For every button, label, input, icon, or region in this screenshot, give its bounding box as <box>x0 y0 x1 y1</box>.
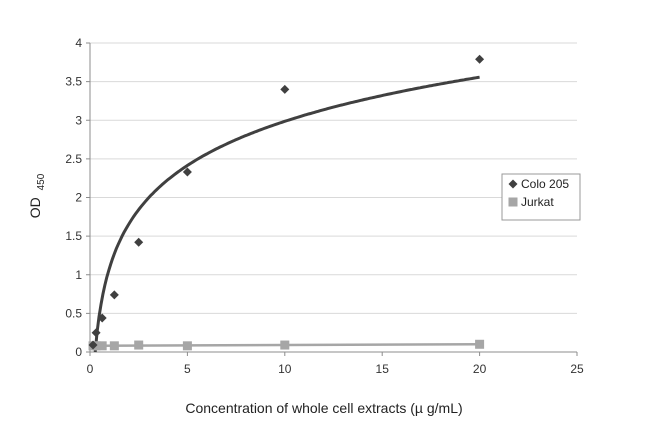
data-point-colo-205 <box>109 290 119 300</box>
data-point-colo-205 <box>182 167 192 177</box>
x-tick-label: 0 <box>87 362 94 376</box>
y-axis-title-main: OD <box>27 197 43 218</box>
x-tick-label: 25 <box>570 362 584 376</box>
x-tick-label: 15 <box>376 362 390 376</box>
y-tick-label: 0 <box>75 345 82 359</box>
legend-label-jurkat: Jurkat <box>521 195 554 209</box>
data-markers <box>88 54 485 351</box>
y-tick-label: 0.5 <box>65 306 82 320</box>
trendline-colo-205 <box>93 75 480 353</box>
data-point-jurkat <box>475 339 485 349</box>
y-tick-label: 1.5 <box>65 229 82 243</box>
y-axis-title: OD 450 <box>27 173 47 218</box>
data-point-jurkat <box>134 340 144 350</box>
y-axis-title-subscript: 450 <box>36 173 47 190</box>
data-point-colo-205 <box>475 54 485 64</box>
y-tick-label: 2 <box>75 191 82 205</box>
data-point-jurkat <box>97 341 107 351</box>
axes: 0 0.5 1 1.5 2 2.5 3 3.5 4 0 5 10 15 20 25 <box>65 36 584 376</box>
y-tick-label: 3 <box>75 113 82 127</box>
data-point-jurkat <box>109 341 119 351</box>
legend: Colo 205 Jurkat <box>501 173 581 221</box>
y-tick-label: 3.5 <box>65 75 82 89</box>
data-point-jurkat <box>182 341 192 351</box>
legend-marker-colo-205 <box>508 179 518 189</box>
x-tick-label: 5 <box>184 362 191 376</box>
legend-label-colo-205: Colo 205 <box>521 177 569 191</box>
trendlines <box>92 75 480 353</box>
y-tick-label: 2.5 <box>65 152 82 166</box>
gridlines <box>90 42 577 314</box>
data-point-colo-205 <box>97 313 107 323</box>
y-tick-label: 1 <box>75 268 82 282</box>
data-point-colo-205 <box>88 340 98 350</box>
svg-text:OD 450: OD 450 <box>27 173 47 218</box>
legend-marker-jurkat <box>508 197 518 207</box>
x-axis-title: Concentration of whole cell extracts (µ … <box>185 400 462 416</box>
data-point-jurkat <box>280 340 290 350</box>
data-point-colo-205 <box>280 84 290 94</box>
data-point-colo-205 <box>91 328 101 338</box>
x-tick-label: 10 <box>278 362 292 376</box>
x-tick-label: 20 <box>473 362 487 376</box>
y-tick-label: 4 <box>75 36 82 50</box>
data-point-colo-205 <box>134 237 144 247</box>
